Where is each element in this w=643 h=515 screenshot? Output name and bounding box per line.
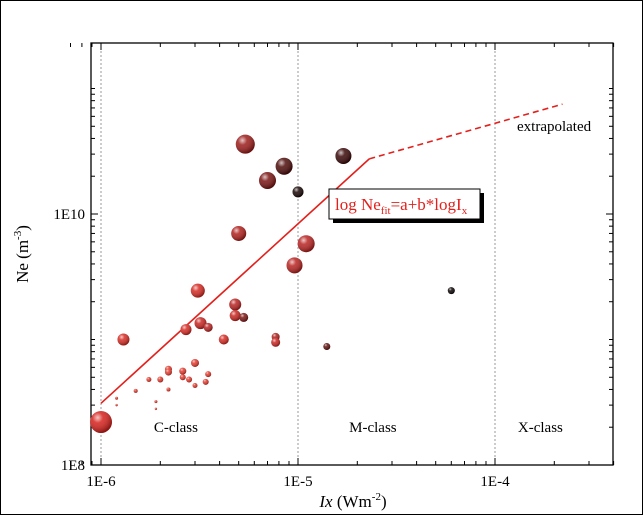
- data-point-shading-3: [117, 333, 130, 346]
- x-axis-title-var: Ix: [318, 492, 333, 511]
- data-point-shading-33: [286, 257, 303, 274]
- data-point-shading-14: [180, 324, 192, 336]
- data-point-shading-10: [164, 368, 172, 376]
- data-point-shading-0: [90, 411, 112, 434]
- equation-sub-x: x: [462, 205, 468, 217]
- data-point-shading-28: [235, 134, 255, 154]
- extrapolated-label: extrapolated: [517, 119, 592, 135]
- data-point-shading-37: [335, 147, 352, 164]
- data-point-shading-29: [258, 171, 276, 189]
- data-point-shading-23: [218, 334, 229, 345]
- data-point-shading-12: [179, 367, 187, 375]
- y-axis-title: Ne (m-3): [12, 225, 32, 283]
- data-point-shading-5: [146, 377, 152, 383]
- y-axis-title-var: Ne (m: [13, 240, 32, 283]
- plot-area: [90, 42, 614, 466]
- data-point-shading-15: [186, 376, 193, 383]
- y-axis-title-close: ): [13, 225, 32, 231]
- x-axis-title-exp: -2: [372, 491, 381, 503]
- data-point-shading-6: [154, 400, 158, 404]
- data-point-shading-21: [205, 371, 212, 378]
- data-point-shading-1: [115, 396, 119, 400]
- axis-ticks: [69, 43, 615, 466]
- equation-sub-fit: fit: [381, 205, 391, 217]
- data-point-shading-17: [192, 382, 198, 388]
- data-point-shading-32: [275, 157, 293, 175]
- region-labels: C-class M-class X-class: [154, 420, 563, 436]
- region-label-0: C-class: [154, 420, 198, 436]
- data-point-shading-7: [154, 407, 158, 411]
- svg-text:log Nefit=a+b*logIx: log Nefit=a+b*logIx: [335, 195, 468, 217]
- data-points: [90, 134, 455, 434]
- data-point-shading-8: [157, 376, 164, 383]
- data-point-shading-18: [190, 283, 205, 298]
- y-tick-label-0: 1E8: [61, 458, 85, 474]
- region-label-1: M-class: [349, 420, 397, 436]
- data-point-shading-31: [271, 337, 281, 347]
- data-point-shading-27: [239, 312, 249, 322]
- data-point-shading-38: [447, 287, 455, 295]
- data-point-shading-19: [194, 317, 207, 330]
- data-point-shading-26: [231, 225, 247, 241]
- equation-box: log Nefit=a+b*logIx: [328, 188, 484, 223]
- equation-pre: log Ne: [335, 195, 381, 214]
- x-tick-label-2: 1E-4: [480, 474, 510, 490]
- data-point-shading-35: [297, 235, 315, 253]
- x-axis-title-unit: (Wm: [333, 492, 372, 511]
- y-tick-label-1: 1E10: [53, 207, 85, 223]
- data-point-shading-36: [323, 342, 331, 350]
- x-axis-title: Ix (Wm-2): [318, 491, 386, 511]
- tick-labels: 1E-6 1E-5 1E-4 1E8 1E10: [53, 207, 510, 490]
- data-point-shading-24: [229, 298, 242, 311]
- fit-line-solid: [100, 158, 370, 404]
- equation-mid: =a+b*logI: [391, 195, 462, 214]
- region-label-2: X-class: [518, 420, 563, 436]
- data-point-shading-16: [190, 358, 199, 367]
- data-point-shading-4: [133, 388, 138, 393]
- data-point-shading-22: [203, 322, 213, 332]
- y-axis-title-exp: -3: [12, 230, 24, 240]
- data-point-shading-2: [115, 403, 118, 407]
- fit-line: [100, 103, 563, 404]
- data-point-shading-11: [166, 387, 171, 392]
- data-point-shading-20: [202, 378, 209, 385]
- x-axis-title-close: ): [381, 492, 387, 511]
- x-tick-label-1: 1E-5: [283, 474, 312, 490]
- data-point-shading-34: [292, 186, 304, 198]
- data-point-shading-13: [179, 374, 186, 381]
- fit-line-dashed: [369, 103, 563, 160]
- data-point-shading-25: [229, 310, 241, 322]
- vertical-gridlines: [100, 43, 496, 465]
- x-tick-label-0: 1E-6: [86, 474, 116, 490]
